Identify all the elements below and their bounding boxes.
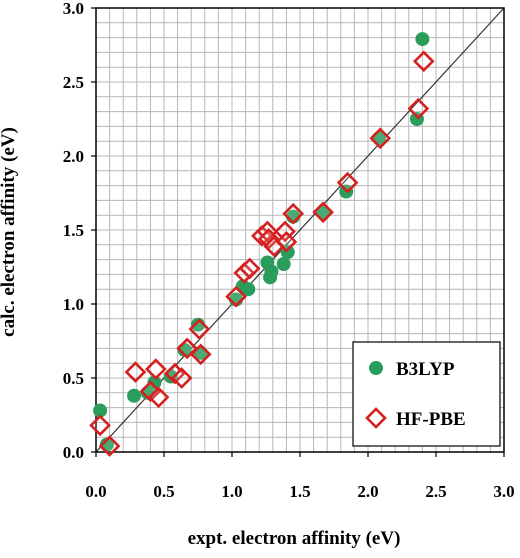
- legend-label-hf-pbe: HF-PBE: [396, 409, 466, 430]
- y-axis-title: calc. electron affinity (eV): [0, 127, 19, 337]
- legend-box: [352, 341, 501, 447]
- y-tick-label: 1.0: [63, 295, 84, 314]
- data-point-hf-pbe: [145, 358, 167, 380]
- data-point-hf-pbe: [275, 231, 298, 253]
- y-tick-label: 3.0: [63, 0, 84, 18]
- data-point-hf-pbe: [147, 386, 170, 409]
- x-tick-label: 0.5: [153, 482, 174, 501]
- data-point-b3lyp: [93, 403, 108, 418]
- x-tick-label: 3.0: [493, 482, 514, 501]
- data-point-hf-pbe: [225, 285, 247, 308]
- y-tick-label: 2.5: [63, 73, 84, 92]
- x-axis-ticks: 0.0 0.5 1.0 1.5 2.0 2.5 3.0: [85, 452, 515, 501]
- legend-label-b3lyp: B3LYP: [396, 359, 455, 380]
- x-tick-label: 2.0: [357, 482, 378, 501]
- data-point-hf-pbe: [257, 228, 280, 250]
- data-point-b3lyp: [241, 282, 256, 297]
- data-point-hf-pbe: [282, 202, 305, 225]
- series-hf-pbe: [89, 50, 435, 457]
- data-point-hf-pbe: [407, 97, 430, 120]
- y-tick-label: 2.0: [63, 147, 84, 166]
- y-axis-ticks: 0.0 0.5 1.0 1.5 2.0 2.5 3.0: [63, 0, 96, 462]
- data-point-hf-pbe: [98, 435, 121, 457]
- data-point-hf-pbe: [312, 201, 334, 224]
- data-point-hf-pbe: [412, 50, 435, 73]
- legend-marker-hf-pbe: [365, 407, 387, 429]
- data-point-hf-pbe: [170, 367, 193, 389]
- x-tick-label: 1.0: [221, 482, 242, 501]
- y-tick-label: 0.0: [63, 443, 84, 462]
- data-point-hf-pbe: [369, 127, 392, 150]
- data-point-b3lyp: [415, 32, 430, 47]
- x-tick-label: 2.5: [425, 482, 446, 501]
- data-point-hf-pbe: [188, 318, 211, 340]
- data-point-hf-pbe: [89, 414, 111, 437]
- y-tick-label: 0.5: [63, 369, 84, 388]
- data-point-hf-pbe: [238, 257, 261, 280]
- data-points: [89, 32, 435, 457]
- data-point-hf-pbe: [139, 380, 162, 403]
- data-point-b3lyp: [264, 264, 279, 279]
- data-point-hf-pbe: [189, 343, 212, 366]
- x-tick-label: 0.0: [85, 482, 106, 501]
- data-point-b3lyp: [147, 375, 162, 390]
- data-point-hf-pbe: [124, 361, 147, 383]
- y-tick-label: 1.5: [63, 221, 84, 240]
- x-axis-title: expt. electron affinity (eV): [188, 528, 401, 549]
- data-point-hf-pbe: [336, 171, 359, 194]
- data-point-b3lyp: [127, 388, 142, 403]
- legend: B3LYP HF-PBE: [352, 341, 501, 447]
- legend-marker-b3lyp: [369, 361, 383, 375]
- data-point-b3lyp: [276, 257, 291, 272]
- x-tick-label: 1.5: [289, 482, 310, 501]
- data-point-b3lyp: [316, 205, 331, 220]
